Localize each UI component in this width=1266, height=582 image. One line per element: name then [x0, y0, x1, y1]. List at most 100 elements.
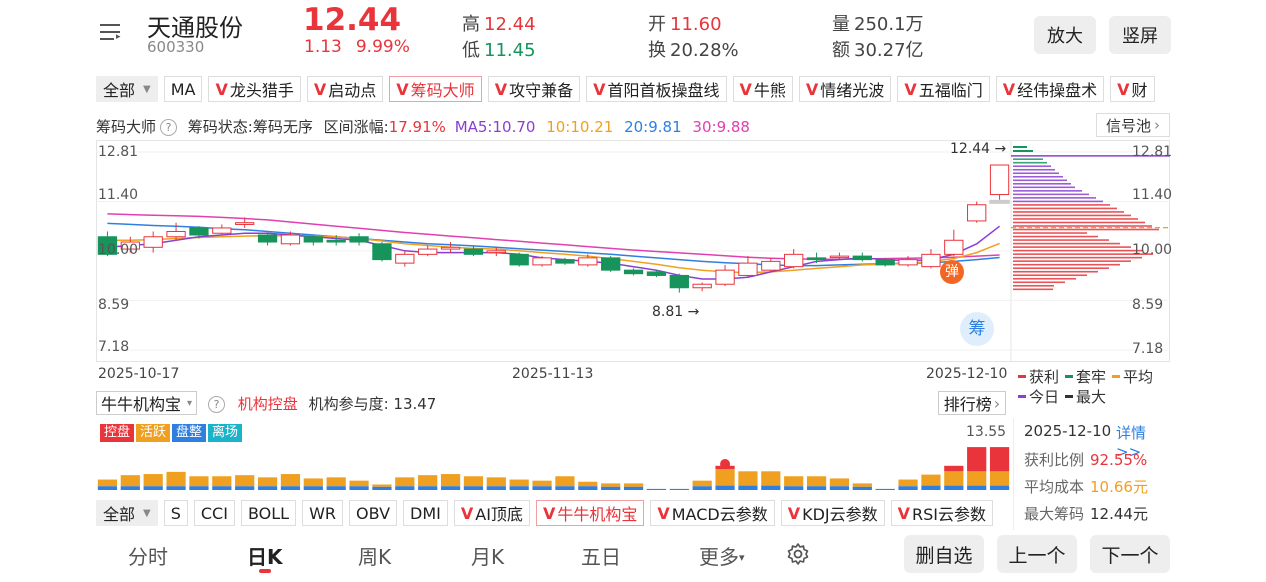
candle	[989, 164, 1010, 200]
y-tick-4: 8.59	[98, 297, 130, 313]
chip-bar	[1013, 256, 1142, 259]
institution-bar	[166, 471, 186, 490]
y-tick-1: 12.81	[98, 144, 139, 160]
candle	[784, 249, 804, 269]
institution-bar	[967, 447, 987, 490]
institution-bar-chart[interactable]	[96, 440, 1011, 492]
sub-tab-4[interactable]: WR	[302, 500, 343, 526]
indicator-tab-4[interactable]: V 筹码大师	[389, 76, 482, 102]
institution-bar	[806, 476, 827, 490]
main-info-line: 筹码大师? 筹码状态:筹码无序 区间涨幅:17.91% MA5:10.70 10…	[96, 116, 756, 137]
indicator-tab-7[interactable]: V 牛熊	[732, 76, 793, 102]
legend-max: 最大	[1065, 388, 1106, 406]
sub-tab-0[interactable]: 全部 ▼	[96, 500, 158, 526]
chip-bar	[1013, 204, 1110, 206]
sub-tab-2[interactable]: CCI	[193, 500, 235, 526]
indicator-tab-6[interactable]: V 首阳首板操盘线	[586, 76, 727, 102]
remove-watchlist-button[interactable]: 删自选	[904, 535, 984, 573]
tab-five-day[interactable]: 五日	[581, 545, 621, 569]
zoom-button[interactable]: 放大	[1034, 16, 1096, 54]
indicator-tab-0[interactable]: 全部 ▼	[96, 76, 158, 102]
ma20-line	[107, 222, 1000, 267]
y-tick-3: 10.00	[98, 242, 139, 258]
candle	[212, 224, 232, 235]
indicator-tab-1[interactable]: MA	[163, 76, 203, 102]
chip-bar	[1013, 221, 1145, 224]
institution-bar	[898, 479, 918, 490]
profit-ratio: 获利比例 92.55%	[1024, 451, 1148, 469]
sub-tab-1[interactable]: S	[163, 500, 188, 526]
sub-badges: 控盘 活跃 盘整 离场	[100, 421, 244, 442]
indicator-tab-5[interactable]: V 攻守兼备	[487, 76, 581, 102]
info-date: 2025-12-10	[1024, 422, 1112, 440]
signal-pool-button[interactable]: 信号池 ›	[1096, 113, 1170, 137]
chip-toggle-icon[interactable]: 筹	[960, 312, 994, 346]
sub-tab-11[interactable]: V RSI云参数	[890, 500, 994, 526]
sub-tab-7[interactable]: V AI顶底	[453, 500, 530, 526]
ma10-value: 10:10.21	[546, 118, 614, 136]
chip-bar	[1013, 228, 1159, 231]
chip-bar	[1013, 207, 1117, 210]
chip-bar	[1013, 197, 1096, 199]
sub-tab-5[interactable]: OBV	[349, 500, 398, 526]
institution-bar	[257, 477, 278, 490]
candle	[875, 257, 895, 267]
sub-help-icon[interactable]: ?	[208, 396, 225, 413]
institution-bar	[418, 475, 438, 490]
settings-gear-icon[interactable]	[786, 542, 810, 566]
limit-marker	[989, 199, 1010, 204]
candle	[326, 234, 346, 246]
tab-intraday[interactable]: 分时	[128, 545, 168, 569]
institution-bar	[692, 480, 712, 490]
institution-bar	[97, 479, 118, 490]
sub-indicator-select[interactable]: 牛牛机构宝 ▾	[96, 391, 198, 415]
tab-monthly-k[interactable]: 月K	[471, 545, 505, 569]
sub-tab-10[interactable]: V KDJ云参数	[780, 500, 885, 526]
institution-bar	[440, 474, 461, 490]
chip-bar	[1013, 172, 1059, 175]
ma10-line	[107, 234, 1000, 274]
next-button[interactable]: 下一个	[1090, 535, 1170, 573]
institution-bar	[486, 477, 506, 490]
indicator-tab-9[interactable]: V 五福临门	[897, 76, 990, 102]
help-icon[interactable]: ?	[160, 119, 178, 136]
kline-chart[interactable]	[96, 140, 1170, 362]
detail-link[interactable]: 详情>>	[1116, 424, 1147, 461]
tab-more[interactable]: 更多▾	[699, 545, 745, 569]
chip-bar	[1013, 281, 1065, 284]
quote-volume: 量 250.1万	[832, 14, 924, 35]
portrait-button[interactable]: 竖屏	[1109, 16, 1171, 54]
sub-tab-9[interactable]: V MACD云参数	[650, 500, 775, 526]
rank-button[interactable]: 排行榜 ›	[938, 391, 1006, 415]
chip-bar	[1013, 232, 1087, 234]
candle	[120, 236, 140, 253]
tab-weekly-k[interactable]: 周K	[358, 545, 392, 569]
institution-bar	[463, 476, 484, 490]
institution-bar	[646, 488, 667, 490]
sub-tab-6[interactable]: DMI	[403, 500, 448, 526]
indicator-tab-10[interactable]: V 经伟操盘术	[995, 76, 1105, 102]
institution-bar	[235, 475, 255, 490]
badge-active: 活跃	[136, 424, 171, 442]
legend-today: 今日	[1018, 388, 1059, 406]
chip-bar	[1013, 211, 1124, 213]
x-tick-3: 2025-12-10	[926, 366, 1008, 382]
high-marker: 12.44 →	[950, 141, 1007, 157]
candle	[509, 252, 529, 267]
rebound-signal-icon[interactable]: 弹	[940, 260, 964, 284]
indicator-tab-2[interactable]: V 龙头猎手	[208, 76, 301, 102]
chip-bar	[1013, 263, 1120, 266]
indicator-tab-8[interactable]: V 情绪光波	[798, 76, 892, 102]
menu-icon[interactable]: ▸	[100, 24, 122, 42]
tab-daily-k[interactable]: 日K	[247, 545, 283, 569]
sub-tab-8[interactable]: V 牛牛机构宝	[535, 500, 645, 526]
sub-tab-3[interactable]: BOLL	[240, 500, 297, 526]
chip-bar	[1013, 267, 1109, 270]
chip-bar	[1013, 270, 1098, 273]
candle	[463, 245, 484, 257]
chip-bar	[1013, 183, 1071, 185]
previous-button[interactable]: 上一个	[997, 535, 1077, 573]
candle	[486, 247, 506, 257]
indicator-tab-3[interactable]: V 启动点	[306, 76, 384, 102]
